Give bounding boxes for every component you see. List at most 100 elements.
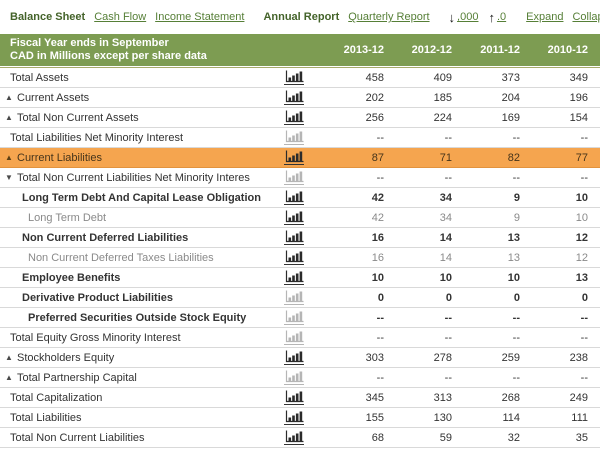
row-icon-cell (280, 270, 316, 285)
value-2012: -- (444, 311, 452, 324)
row-icon-cell (280, 370, 316, 385)
down-arrow-icon: ↓ (448, 9, 456, 25)
expand-arrow-icon[interactable]: ▲ (5, 153, 13, 162)
value-2011: -- (512, 331, 520, 344)
table-row[interactable]: ▲ Current Liabilities 87 71 82 77 (0, 148, 600, 168)
row-label: Derivative Product Liabilities (22, 291, 173, 304)
bar-chart-icon[interactable] (284, 370, 304, 385)
table-row[interactable]: Total Assets 458 409 373 349 (0, 68, 600, 88)
tab-quarterly-report[interactable]: Quarterly Report (348, 11, 430, 23)
tab-income-statement[interactable]: Income Statement (155, 11, 245, 23)
row-icon-cell (280, 290, 316, 305)
collapse-button[interactable]: Collapse (572, 11, 600, 23)
table-row[interactable]: Preferred Securities Outside Stock Equit… (0, 308, 600, 328)
bar-chart-icon[interactable] (284, 190, 304, 205)
row-label: Total Equity Gross Minority Interest (10, 331, 181, 344)
value-2013: 68 (371, 431, 384, 444)
row-icon-cell (280, 190, 316, 205)
bar-chart-icon[interactable] (284, 410, 304, 425)
tab-cash-flow[interactable]: Cash Flow (94, 11, 147, 23)
row-label-cell: Total Equity Gross Minority Interest (0, 332, 280, 344)
table-row[interactable]: Total Capitalization 345 313 268 249 (0, 388, 600, 408)
bar-chart-icon[interactable] (284, 150, 304, 165)
value-2013: -- (376, 371, 384, 384)
row-label-cell: Long Term Debt And Capital Lease Obligat… (0, 192, 280, 204)
table-title: Fiscal Year ends in September CAD in Mil… (0, 37, 280, 63)
value-2011: 0 (513, 291, 520, 304)
bar-chart-icon[interactable] (284, 430, 304, 445)
value-2012: 34 (439, 191, 452, 204)
value-2012: 313 (433, 391, 452, 404)
value-2010: -- (580, 371, 588, 384)
expand-button[interactable]: Expand (526, 11, 564, 23)
row-label: Total Non Current Liabilities (10, 431, 145, 444)
row-label: Current Assets (17, 91, 90, 104)
table-row[interactable]: Non Current Deferred Taxes Liabilities 1… (0, 248, 600, 268)
bar-chart-icon[interactable] (284, 170, 304, 185)
tab-annual-report[interactable]: Annual Report (263, 11, 340, 23)
table-row[interactable]: ▼ Total Non Current Liabilities Net Mino… (0, 168, 600, 188)
tab-balance-sheet[interactable]: Balance Sheet (10, 11, 86, 23)
value-2011: 13 (507, 231, 520, 244)
table-row[interactable]: ▲ Total Partnership Capital -- -- -- -- (0, 368, 600, 388)
expand-arrow-icon[interactable]: ▼ (5, 173, 13, 182)
value-2011: 9 (513, 211, 520, 224)
value-2013: 16 (371, 251, 384, 264)
row-label-cell: Non Current Deferred Taxes Liabilities (0, 252, 280, 264)
row-icon-cell (280, 110, 316, 125)
bar-chart-icon[interactable] (284, 130, 304, 145)
bar-chart-icon[interactable] (284, 70, 304, 85)
value-2010: -- (580, 131, 588, 144)
table-body: Total Assets 458 409 373 349 ▲ Current A… (0, 68, 600, 448)
bar-chart-icon[interactable] (284, 90, 304, 105)
value-2012: -- (444, 131, 452, 144)
value-2011: 114 (502, 411, 520, 424)
bar-chart-icon[interactable] (284, 250, 304, 265)
table-row[interactable]: Total Liabilities 155 130 114 111 (0, 408, 600, 428)
value-2010: 154 (569, 111, 588, 124)
expand-arrow-icon[interactable]: ▲ (5, 373, 13, 382)
row-label: Non Current Deferred Taxes Liabilities (28, 251, 214, 264)
table-row[interactable]: Total Liabilities Net Minority Interest … (0, 128, 600, 148)
value-2010: 111 (571, 411, 588, 424)
scale-decimal-button[interactable]: ↑ .0 (488, 10, 506, 25)
expand-arrow-icon[interactable]: ▲ (5, 93, 13, 102)
value-2011: -- (512, 311, 520, 324)
bar-chart-icon[interactable] (284, 310, 304, 325)
table-row[interactable]: Derivative Product Liabilities 0 0 0 0 (0, 288, 600, 308)
table-row[interactable]: ▲ Current Assets 202 185 204 196 (0, 88, 600, 108)
table-row[interactable]: Total Non Current Liabilities 68 59 32 3… (0, 428, 600, 448)
bar-chart-icon[interactable] (284, 390, 304, 405)
expand-arrow-icon[interactable]: ▲ (5, 113, 13, 122)
value-2013: -- (376, 171, 384, 184)
bar-chart-icon[interactable] (284, 290, 304, 305)
value-2010: 349 (569, 71, 588, 84)
value-2011: 10 (507, 271, 520, 284)
value-2011: -- (512, 371, 520, 384)
value-2013: 202 (365, 91, 384, 104)
row-label-cell: ▲ Current Assets (0, 92, 280, 104)
bar-chart-icon[interactable] (284, 330, 304, 345)
value-2010: 249 (569, 391, 588, 404)
table-row[interactable]: Employee Benefits 10 10 10 13 (0, 268, 600, 288)
bar-chart-icon[interactable] (284, 110, 304, 125)
value-2013: -- (376, 331, 384, 344)
row-label: Preferred Securities Outside Stock Equit… (28, 311, 247, 324)
bar-chart-icon[interactable] (284, 350, 304, 365)
table-row[interactable]: Total Equity Gross Minority Interest -- … (0, 328, 600, 348)
scale-thousands-button[interactable]: ↓ ,000 (449, 10, 479, 25)
row-label: Stockholders Equity (17, 351, 115, 364)
bar-chart-icon[interactable] (284, 210, 304, 225)
value-2010: 196 (569, 91, 588, 104)
table-row[interactable]: Non Current Deferred Liabilities 16 14 1… (0, 228, 600, 248)
table-row[interactable]: ▲ Stockholders Equity 303 278 259 238 (0, 348, 600, 368)
top-nav: Balance Sheet Cash Flow Income Statement… (0, 0, 600, 34)
value-2012: 0 (445, 291, 452, 304)
table-row[interactable]: Long Term Debt And Capital Lease Obligat… (0, 188, 600, 208)
table-row[interactable]: ▲ Total Non Current Assets 256 224 169 1… (0, 108, 600, 128)
expand-arrow-icon[interactable]: ▲ (5, 353, 13, 362)
bar-chart-icon[interactable] (284, 230, 304, 245)
table-row[interactable]: Long Term Debt 42 34 9 10 (0, 208, 600, 228)
value-2010: 10 (575, 211, 588, 224)
bar-chart-icon[interactable] (284, 270, 304, 285)
